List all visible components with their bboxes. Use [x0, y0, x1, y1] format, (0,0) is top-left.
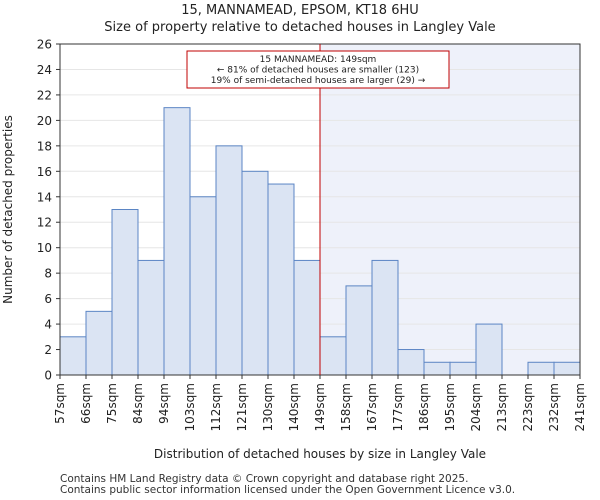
- histogram-bar-121sqm: [241, 170, 269, 376]
- x-axis-label: Distribution of detached houses by size …: [154, 447, 486, 461]
- x-tick-label: 130sqm: [261, 383, 275, 431]
- histogram-bar-94sqm: [163, 107, 191, 376]
- y-tick-label: 6: [44, 292, 52, 306]
- histogram-bar-149sqm: [319, 336, 347, 376]
- histogram-bar-140sqm: [293, 259, 321, 376]
- histogram-bar-103sqm: [189, 196, 217, 376]
- x-tick-label: 112sqm: [209, 383, 223, 431]
- footer-copyright: Contains HM Land Registry data © Crown c…: [60, 473, 469, 485]
- y-tick-label: 2: [44, 343, 52, 357]
- y-tick-label: 10: [37, 241, 52, 255]
- histogram-bar-204sqm: [475, 323, 503, 376]
- histogram-bar-84sqm: [137, 259, 165, 376]
- histogram-bar-75sqm: [111, 209, 139, 376]
- chart-subtitle: Size of property relative to detached ho…: [104, 20, 496, 35]
- y-tick-label: 12: [37, 216, 52, 230]
- y-tick-label: 26: [37, 38, 52, 52]
- x-tick-label: 158sqm: [339, 383, 353, 431]
- histogram-bar-186sqm: [423, 361, 451, 376]
- y-tick-label: 4: [44, 318, 52, 332]
- x-tick-label: 57sqm: [53, 383, 67, 424]
- x-tick-label: 232sqm: [547, 383, 561, 431]
- x-tick-label: 177sqm: [391, 383, 405, 431]
- x-tick-label: 84sqm: [131, 383, 145, 424]
- x-tick-label: 213sqm: [495, 383, 509, 431]
- histogram-bar-112sqm: [215, 145, 243, 376]
- x-tick-label: 223sqm: [521, 383, 535, 431]
- x-tick-label: 149sqm: [313, 383, 327, 431]
- x-tick-label: 195sqm: [443, 383, 457, 431]
- histogram-bar-195sqm: [449, 361, 477, 376]
- histogram-bar-57sqm: [59, 336, 87, 376]
- x-tick-label: 66sqm: [79, 383, 93, 424]
- histogram-bar-177sqm: [397, 349, 425, 376]
- histogram-bar-232sqm: [553, 361, 581, 376]
- y-tick-label: 16: [37, 165, 52, 179]
- chart-title: 15, MANNAMEAD, EPSOM, KT18 6HU: [181, 3, 419, 18]
- histogram-bar-66sqm: [85, 310, 113, 376]
- x-tick-label: 103sqm: [183, 383, 197, 431]
- annotation-line-2: ← 81% of detached houses are smaller (12…: [217, 66, 419, 76]
- y-tick-label: 8: [44, 267, 52, 281]
- histogram-bar-223sqm: [527, 361, 555, 376]
- y-axis-label: Number of detached properties: [1, 115, 15, 304]
- histogram-bar-130sqm: [267, 183, 295, 376]
- footer-licence: Contains public sector information licen…: [60, 484, 516, 496]
- y-tick-label: 0: [44, 369, 52, 383]
- y-tick-label: 20: [37, 114, 52, 128]
- x-tick-label: 186sqm: [417, 383, 431, 431]
- x-tick-label: 94sqm: [157, 383, 171, 424]
- y-tick-label: 18: [37, 139, 52, 153]
- histogram-bar-158sqm: [345, 285, 373, 376]
- y-tick-label: 14: [37, 190, 52, 204]
- y-tick-label: 22: [37, 88, 52, 102]
- x-tick-label: 140sqm: [287, 383, 301, 431]
- annotation-line-3: 19% of semi-detached houses are larger (…: [211, 76, 426, 86]
- x-tick-label: 121sqm: [235, 383, 249, 431]
- x-tick-label: 75sqm: [105, 383, 119, 424]
- histogram-bar-167sqm: [371, 259, 399, 376]
- annotation-box: 15 MANNAMEAD: 149sqm ← 81% of detached h…: [186, 50, 450, 89]
- x-tick-label: 167sqm: [365, 383, 379, 431]
- y-tick-label: 24: [37, 63, 52, 77]
- x-tick-label: 204sqm: [469, 383, 483, 431]
- annotation-line-1: 15 MANNAMEAD: 149sqm: [260, 55, 377, 65]
- x-tick-label: 241sqm: [573, 383, 587, 431]
